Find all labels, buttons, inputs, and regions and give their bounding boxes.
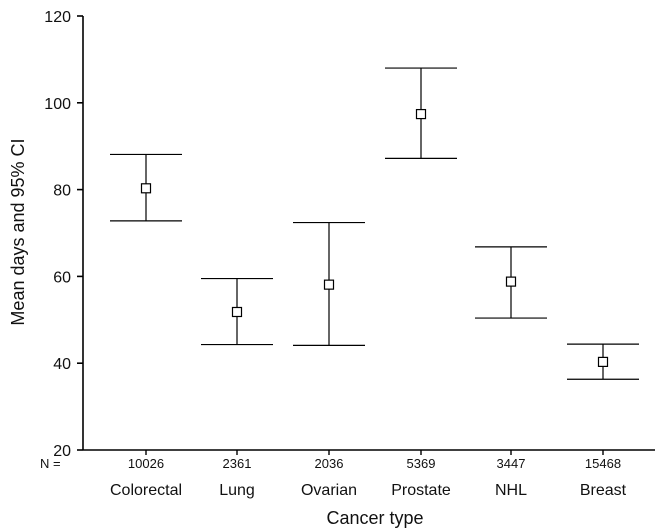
- category-label-nhl: NHL: [495, 482, 527, 499]
- n-value-prostate: 5369: [407, 456, 436, 471]
- n-prefix-label: N =: [40, 456, 61, 471]
- y-tick-label-40: 40: [53, 356, 71, 373]
- y-tick-label-20: 20: [53, 443, 71, 460]
- x-axis-title: Cancer type: [326, 508, 423, 528]
- y-tick-label-60: 60: [53, 269, 71, 286]
- mean-marker-ovarian: [323, 279, 335, 290]
- x-labels: N = 10026 Colorectal 2361 Lung 2036 Ovarian 536…: [40, 450, 627, 499]
- mean-marker-prostate: [415, 108, 427, 120]
- category-label-lung: Lung: [219, 482, 255, 499]
- category-label-breast: Breast: [580, 482, 627, 499]
- y-axis-title: Mean days and 95% CI: [8, 138, 28, 325]
- n-value-lung: 2361: [223, 456, 252, 471]
- y-tick-label-80: 80: [53, 183, 71, 200]
- mean-marker-lung: [231, 306, 243, 318]
- error-bars: [110, 67, 639, 380]
- mean-marker-colorectal: [140, 183, 152, 194]
- y-tick-label-120: 120: [44, 9, 71, 26]
- n-value-ovarian: 2036: [315, 456, 344, 471]
- n-value-breast: 15468: [585, 456, 621, 471]
- mean-marker-breast: [597, 356, 609, 367]
- y-ticks: 20 40 60 80 100 120: [44, 9, 83, 460]
- category-label-prostate: Prostate: [391, 482, 451, 499]
- n-value-colorectal: 10026: [128, 456, 164, 471]
- axes: [82, 16, 655, 451]
- mean-marker-nhl: [505, 276, 517, 287]
- y-tick-label-100: 100: [44, 96, 71, 113]
- category-label-colorectal: Colorectal: [110, 482, 182, 499]
- n-value-nhl: 3447: [497, 456, 526, 471]
- category-label-ovarian: Ovarian: [301, 482, 357, 499]
